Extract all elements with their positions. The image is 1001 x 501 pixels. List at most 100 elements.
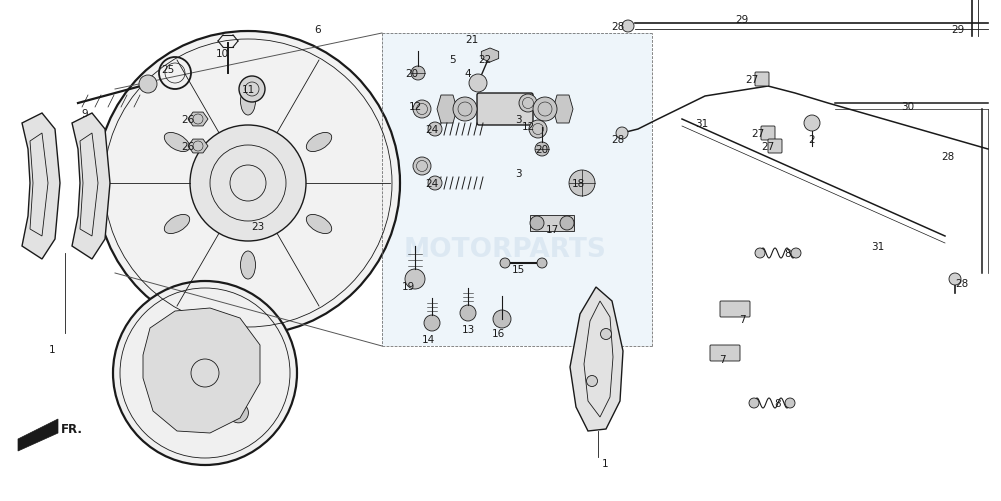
Text: 23: 23 [251,221,264,231]
Text: 1: 1 [49,344,55,354]
Circle shape [428,177,442,190]
Circle shape [405,270,425,290]
Text: 28: 28 [941,152,955,162]
Text: 12: 12 [408,102,421,112]
Text: 5: 5 [448,55,455,65]
Polygon shape [382,34,652,346]
Polygon shape [143,309,260,433]
Text: MOTORPARTS: MOTORPARTS [403,236,607,263]
Text: 31: 31 [696,119,709,129]
Text: FR.: FR. [61,423,83,436]
Text: 26: 26 [181,115,194,125]
Polygon shape [188,113,208,127]
Text: 12: 12 [522,122,535,132]
Circle shape [411,67,425,81]
Ellipse shape [306,215,331,234]
Text: 20: 20 [405,69,418,79]
Text: 30: 30 [902,102,915,112]
Text: 1: 1 [602,458,609,468]
Text: 27: 27 [762,142,775,152]
Text: 3: 3 [515,115,522,125]
Text: 19: 19 [401,282,414,292]
Text: 22: 22 [478,55,491,65]
Text: 28: 28 [612,22,625,32]
Circle shape [424,315,440,331]
Circle shape [791,248,801,259]
Circle shape [190,126,306,241]
Text: 6: 6 [314,25,321,35]
FancyBboxPatch shape [710,345,740,361]
Text: 29: 29 [736,15,749,25]
Text: 25: 25 [161,65,174,75]
Circle shape [749,398,759,408]
Text: 3: 3 [515,169,522,179]
Circle shape [519,95,537,113]
Polygon shape [22,114,60,260]
Text: 26: 26 [181,142,194,152]
Text: 13: 13 [461,324,474,334]
Text: 2: 2 [809,135,815,145]
Text: 24: 24 [425,125,438,135]
Polygon shape [481,49,498,63]
Polygon shape [553,96,573,124]
Circle shape [560,216,574,230]
Polygon shape [437,96,457,124]
Circle shape [113,282,297,465]
Circle shape [413,158,431,176]
Text: 10: 10 [215,49,228,59]
Circle shape [949,274,961,286]
Circle shape [755,248,765,259]
Circle shape [535,143,549,157]
Circle shape [161,324,181,344]
FancyBboxPatch shape [768,140,782,154]
Text: 8: 8 [785,248,792,259]
Text: 21: 21 [465,35,478,45]
Polygon shape [188,140,208,154]
Polygon shape [18,419,58,451]
Text: 31: 31 [872,241,885,252]
Circle shape [413,101,431,119]
Circle shape [228,324,248,344]
FancyBboxPatch shape [477,94,533,126]
FancyArrowPatch shape [23,427,55,443]
Circle shape [493,311,511,328]
FancyBboxPatch shape [720,302,750,317]
Text: 14: 14 [421,334,434,344]
Circle shape [500,259,510,269]
Circle shape [533,98,557,122]
Text: 11: 11 [241,85,254,95]
Text: 15: 15 [512,265,525,275]
Circle shape [453,98,477,122]
Ellipse shape [306,133,331,152]
Circle shape [155,397,175,417]
Circle shape [469,75,487,93]
Text: 20: 20 [536,145,549,155]
Text: 4: 4 [464,69,471,79]
Circle shape [616,128,628,140]
Circle shape [239,77,265,103]
Circle shape [601,329,612,340]
Text: 28: 28 [612,135,625,145]
Polygon shape [72,114,110,260]
Circle shape [804,116,820,132]
Text: 8: 8 [775,398,782,408]
Circle shape [428,123,442,137]
Circle shape [622,21,634,33]
Text: 27: 27 [752,129,765,139]
Circle shape [530,216,544,230]
Circle shape [172,340,238,406]
Text: 29: 29 [951,25,965,35]
Polygon shape [570,288,623,431]
Ellipse shape [240,252,255,280]
FancyBboxPatch shape [761,127,775,141]
Circle shape [785,398,795,408]
Circle shape [96,32,400,335]
Ellipse shape [164,133,189,152]
Circle shape [569,171,595,196]
Circle shape [529,121,547,139]
Circle shape [228,403,248,423]
Text: 24: 24 [425,179,438,188]
Text: 9: 9 [82,109,88,119]
Polygon shape [530,215,574,231]
Circle shape [460,306,476,321]
